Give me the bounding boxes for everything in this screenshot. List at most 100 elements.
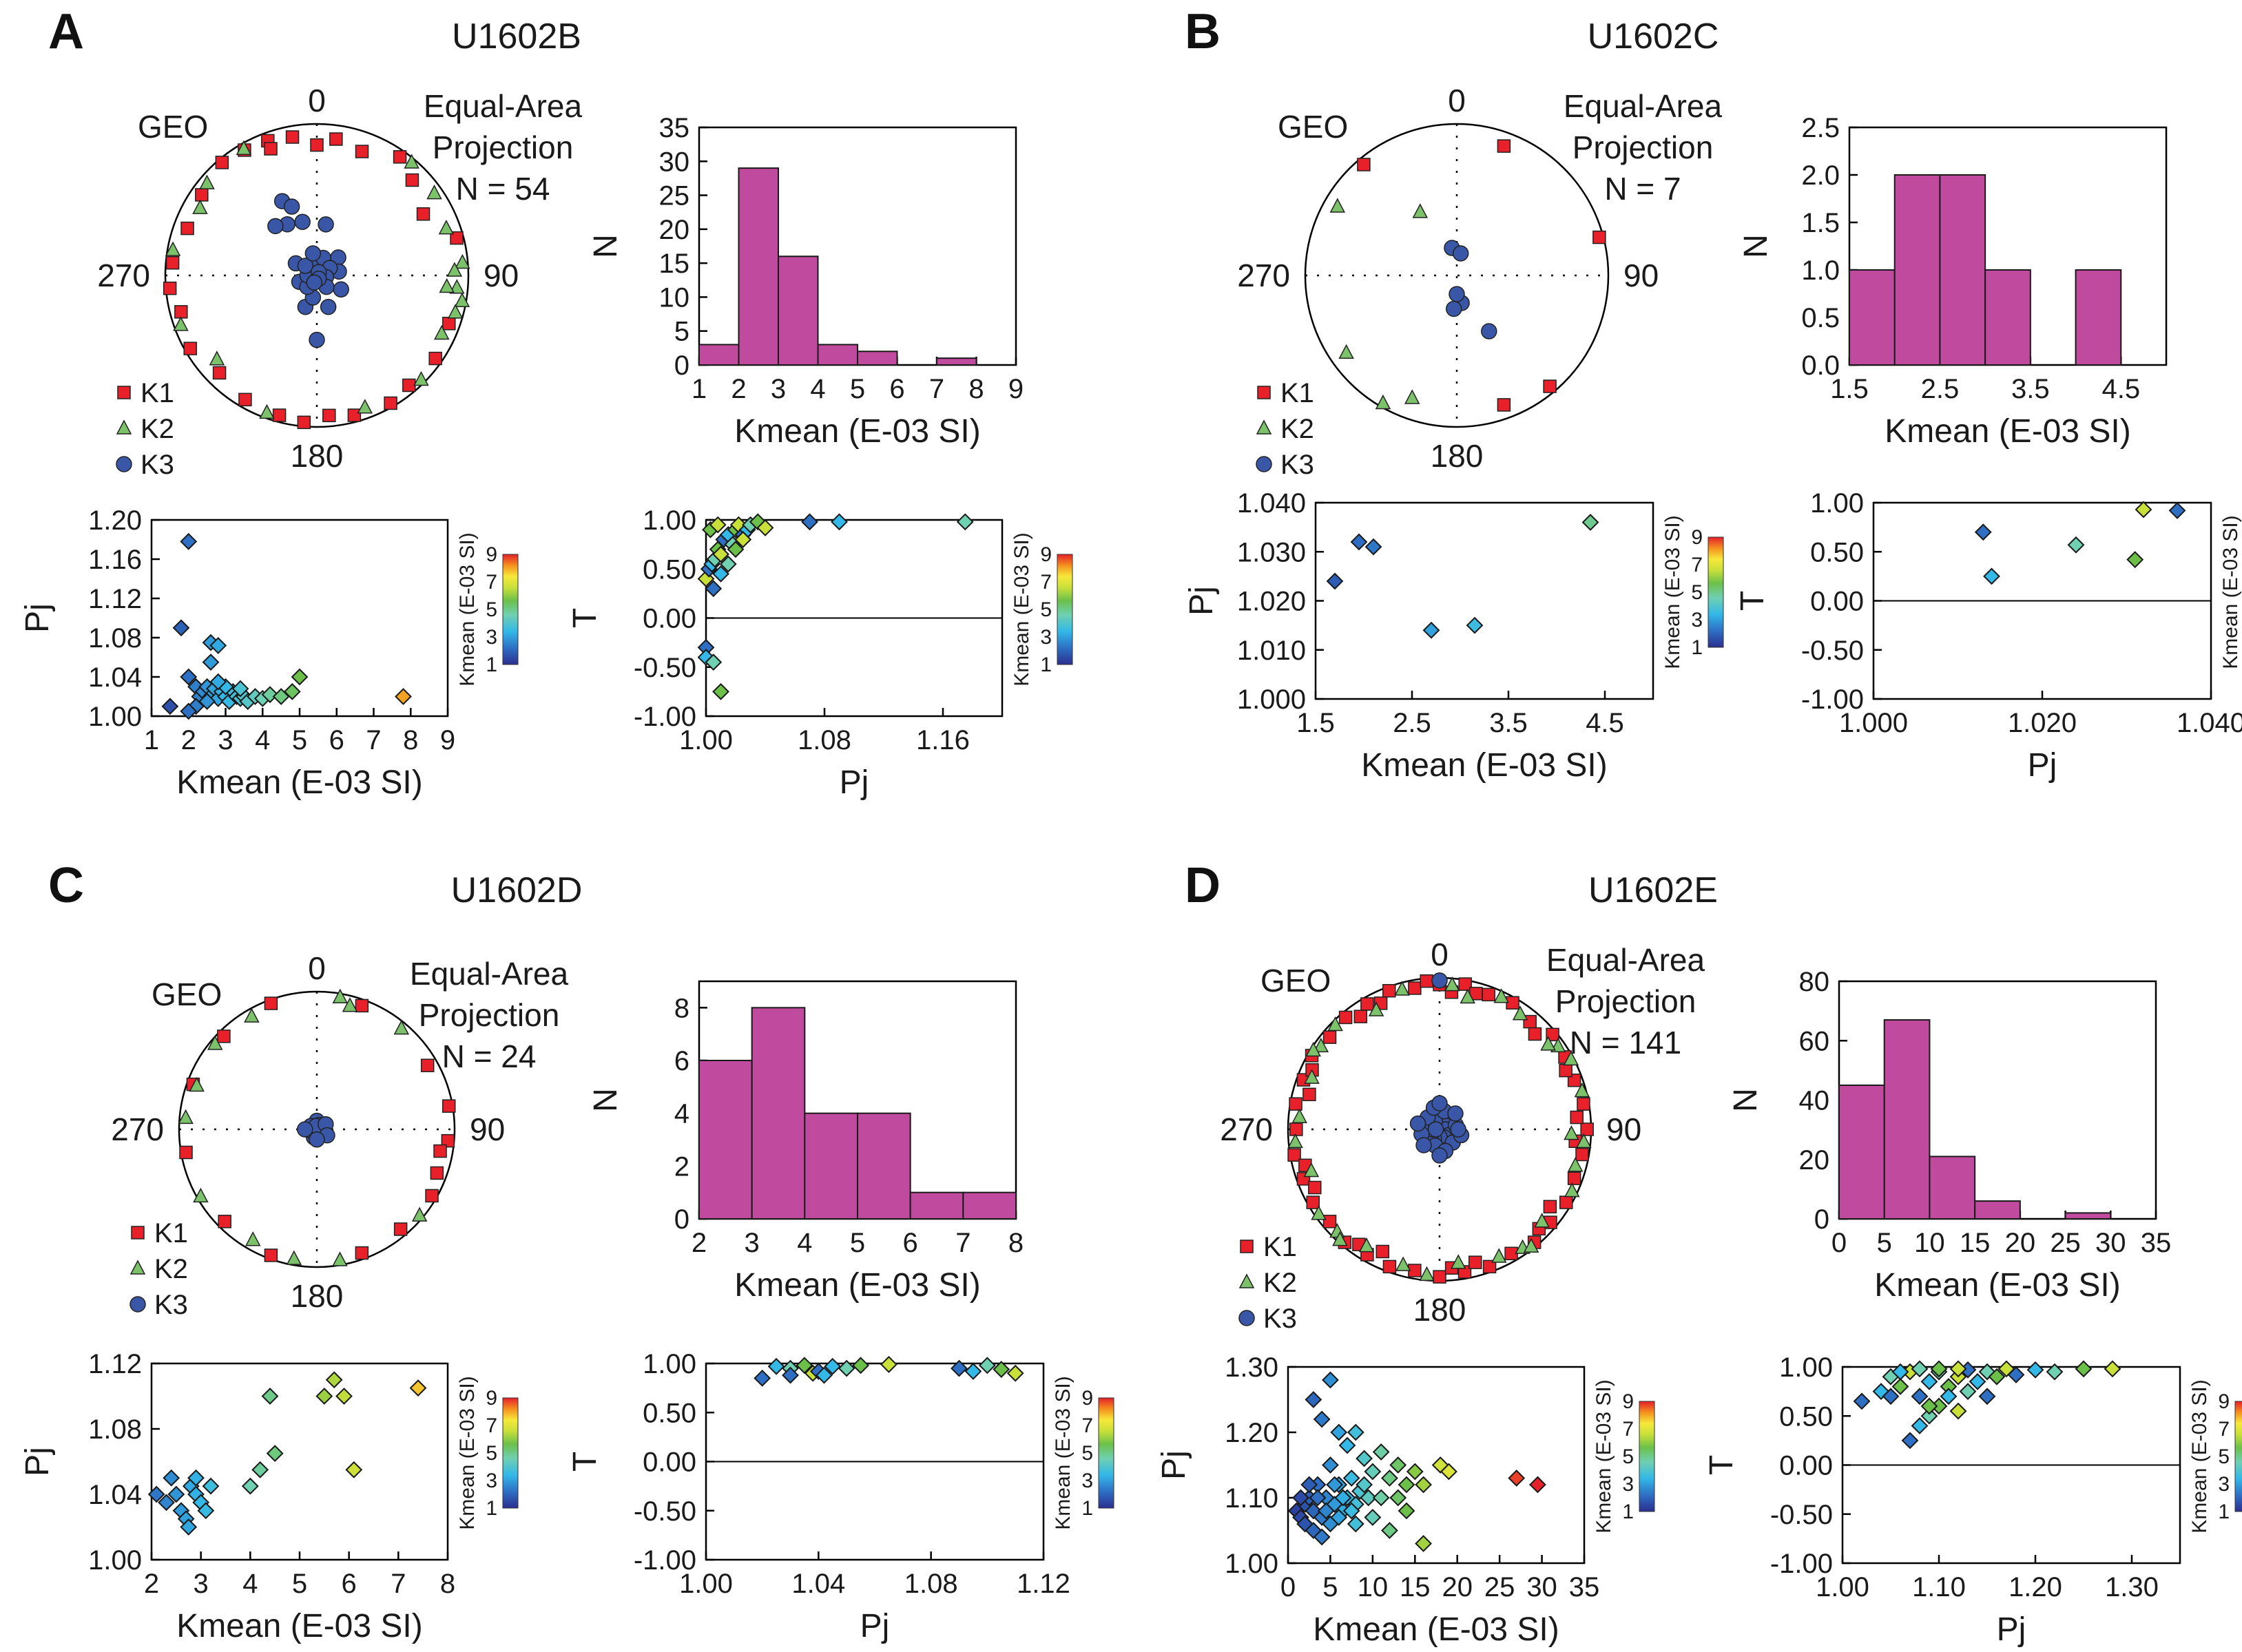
- y-tick-label: 1.00: [643, 1349, 696, 1379]
- k1-point: [425, 1189, 439, 1203]
- histogram-bar: [909, 1191, 964, 1220]
- y-tick-label: 1.00: [88, 702, 142, 732]
- pj-point: [1389, 1489, 1407, 1507]
- pj-point: [1347, 1515, 1364, 1533]
- y-tick-label: 1.5: [1801, 208, 1840, 238]
- legend-label: K2: [1263, 1268, 1297, 1298]
- k1-point: [1497, 398, 1511, 412]
- y-axis-label: Pj: [1156, 1450, 1192, 1480]
- k1-point: [355, 998, 369, 1013]
- y-tick-label: 1.040: [1237, 488, 1306, 519]
- k1-point: [347, 408, 362, 422]
- k1-point: [1592, 230, 1606, 244]
- t-point: [964, 1362, 982, 1380]
- k1-point: [272, 408, 287, 422]
- pj-scatter: 1 2 3 4 5 6 7 8 9 1.00 1.04 1.08 1.12 1.16 1.20 Kmean (…: [19, 505, 455, 801]
- k1-point: [1420, 974, 1433, 988]
- projection-label: Equal-Area: [410, 956, 569, 992]
- y-tick-label: 0: [674, 351, 689, 381]
- k2-point: [413, 370, 429, 386]
- compass-north: 0: [308, 83, 326, 118]
- k3-point: [1431, 1095, 1448, 1111]
- colorbar-tick: 3: [1691, 609, 1703, 631]
- x-tick-label: 1.04: [791, 1569, 845, 1599]
- legend-label: K3: [1280, 450, 1314, 480]
- k2-point: [434, 324, 450, 340]
- y-tick-label: 15: [659, 249, 690, 279]
- y-axis-label: T: [567, 608, 603, 628]
- y-tick-label: 4: [674, 1099, 689, 1129]
- colorbar-tick: 9: [1691, 526, 1703, 549]
- colorbar-gradient: [2234, 1401, 2242, 1512]
- k2-point: [1564, 1182, 1580, 1198]
- site-title: U1602B: [452, 17, 581, 56]
- t-point: [2046, 1363, 2064, 1381]
- k3-point: [304, 245, 322, 262]
- t_plot-ticks: 1.000 1.020 1.040 -1.00 -0.50 0.00 0.50 1.00: [1801, 488, 2242, 738]
- compass-east: 90: [1606, 1111, 1641, 1147]
- k1-point: [1468, 1255, 1482, 1269]
- colorbar-tick: 1: [1081, 1497, 1093, 1520]
- x-tick-label: 6: [889, 374, 904, 404]
- y-tick-label: 0.0: [1801, 351, 1840, 381]
- t-point: [709, 516, 727, 534]
- x-axis-label: Kmean (E-03 SI): [176, 1608, 422, 1644]
- t-point: [1891, 1363, 1909, 1381]
- t-point: [1940, 1388, 1958, 1405]
- sample-count: N = 54: [456, 171, 550, 207]
- t-point: [1974, 523, 1992, 541]
- pj-point: [1381, 1522, 1398, 1539]
- pj-point: [1381, 1470, 1398, 1487]
- colorbar-label: Kmean (E-03 SI): [2219, 515, 2242, 669]
- t-point: [1949, 1402, 1967, 1420]
- legend-symbol-k2: [1238, 1273, 1255, 1288]
- x-tick-label: 1.040: [2177, 708, 2242, 738]
- histogram-bar: [1893, 174, 1941, 366]
- t-point: [1920, 1397, 1938, 1415]
- t-point: [1920, 1407, 1938, 1425]
- y-tick-label: -1.00: [1770, 1549, 1833, 1579]
- x-tick-label: 1.00: [1816, 1572, 1869, 1602]
- k2-point: [454, 292, 470, 307]
- t-point: [1911, 1417, 1929, 1434]
- k2-point: [1358, 1237, 1375, 1253]
- k2-point: [1303, 1162, 1320, 1178]
- compass-east: 90: [1623, 258, 1659, 293]
- colorbar-tick: 3: [1081, 1470, 1093, 1492]
- y-tick-label: 0.5: [1801, 303, 1840, 333]
- k3-point: [320, 298, 337, 315]
- colorbar-tick: 9: [1081, 1387, 1093, 1410]
- t-point: [754, 1369, 771, 1387]
- t-point: [2168, 501, 2186, 519]
- k2-point: [1563, 1050, 1579, 1066]
- histogram-bar: [1883, 1019, 1931, 1220]
- t-point: [1853, 1392, 1871, 1410]
- y-tick-label: 1.12: [88, 1349, 142, 1379]
- k1-point: [165, 255, 180, 270]
- compass-west: 270: [1237, 258, 1290, 293]
- colorbar-tick: 9: [1040, 543, 1052, 566]
- k1-point: [1543, 379, 1557, 393]
- x-tick-label: 15: [1960, 1228, 1991, 1258]
- colorbar-tick: 3: [2218, 1473, 2230, 1496]
- panel-letter: C: [48, 858, 84, 913]
- k2-point: [455, 253, 470, 269]
- k1-point: [1382, 984, 1396, 998]
- legend-symbol-k1: [117, 386, 131, 399]
- net-points: [1287, 972, 1594, 1284]
- x-tick-label: 25: [2050, 1228, 2081, 1258]
- histogram-bar: [817, 344, 858, 366]
- colorbar-tick: 7: [486, 571, 497, 594]
- legend-label: K1: [1263, 1232, 1297, 1262]
- y-tick-label: 25: [659, 181, 690, 211]
- compass-west: 270: [1220, 1111, 1273, 1147]
- compass-north: 0: [1431, 937, 1449, 972]
- x-tick-label: 9: [1008, 374, 1024, 404]
- y-tick-label: 0.50: [1779, 1401, 1833, 1432]
- k2-point: [207, 1035, 223, 1050]
- y-tick-label: 0.00: [1779, 1451, 1833, 1481]
